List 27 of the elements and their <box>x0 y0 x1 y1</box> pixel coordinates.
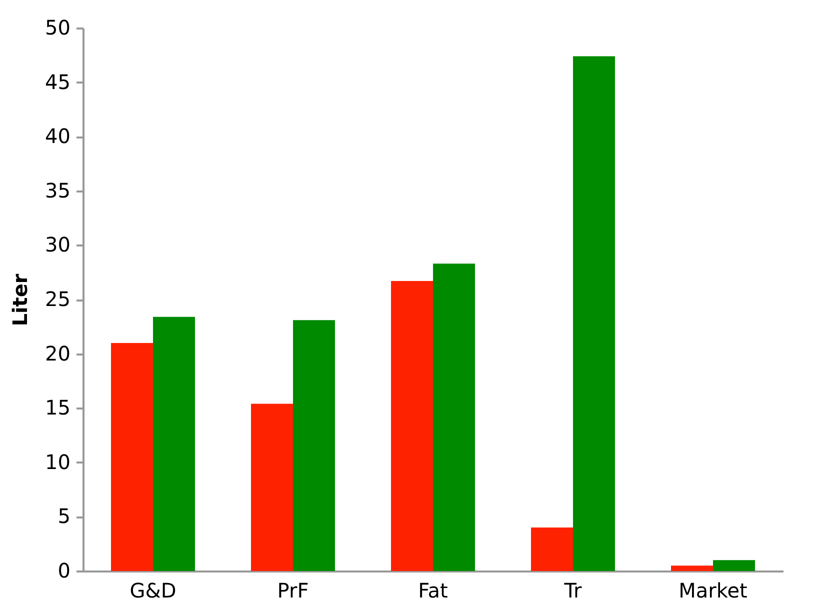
y-tick-label: 25 <box>45 287 70 311</box>
x-tick-label: Market <box>678 578 748 602</box>
bar <box>433 264 475 571</box>
bar <box>573 56 615 571</box>
x-tick-label: G&D <box>130 578 176 602</box>
bar <box>251 404 293 571</box>
bar <box>153 316 195 571</box>
y-tick-label: 0 <box>58 558 70 582</box>
y-tick-label: 20 <box>45 341 70 366</box>
bar <box>713 560 755 571</box>
x-tick-label: Fat <box>418 578 448 602</box>
y-tick-label: 45 <box>45 70 70 94</box>
x-tick-label: PrF <box>277 578 309 602</box>
y-tick-label: 50 <box>45 16 70 40</box>
y-tick-label: 15 <box>45 396 70 420</box>
bar <box>391 281 433 571</box>
y-tick-label: 35 <box>45 178 70 202</box>
bar <box>111 342 153 571</box>
y-axis-title: Liter <box>8 274 32 326</box>
y-tick-label: 40 <box>45 124 70 148</box>
y-tick-label: 30 <box>45 232 70 257</box>
bar <box>531 528 573 571</box>
bar <box>671 566 713 571</box>
y-tick-label: 10 <box>45 450 70 474</box>
y-tick-label: 5 <box>58 504 70 528</box>
bar <box>293 320 335 571</box>
x-tick-label: Tr <box>563 578 583 602</box>
